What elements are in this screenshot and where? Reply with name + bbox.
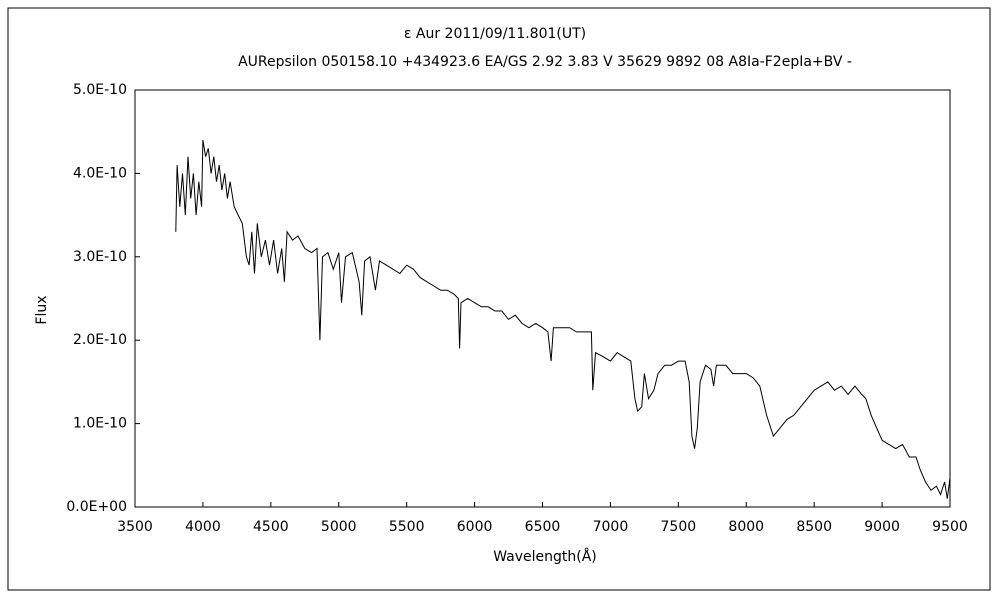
x-tick-label: 9500 <box>932 519 968 535</box>
x-tick-label: 4000 <box>185 519 221 535</box>
x-tick-label: 7500 <box>661 519 697 535</box>
x-tick-label: 8500 <box>796 519 832 535</box>
y-tick-label: 3.0E-10 <box>73 249 127 265</box>
y-tick-label: 5.0E-10 <box>73 82 127 98</box>
x-axis-label: Wavelength(Å) <box>493 548 597 565</box>
y-tick-label: 1.0E-10 <box>73 416 127 432</box>
x-tick-label: 8000 <box>728 519 764 535</box>
x-tick-label: 5500 <box>389 519 425 535</box>
y-tick-label: 0.0E+00 <box>66 499 127 515</box>
y-tick-label: 2.0E-10 <box>73 332 127 348</box>
x-tick-label: 6000 <box>457 519 493 535</box>
spectrum-line <box>175 139 951 499</box>
x-tick-label: 9000 <box>864 519 900 535</box>
x-tick-label: 6500 <box>525 519 561 535</box>
chart-frame <box>7 7 991 591</box>
y-axis-label: Flux <box>34 295 50 324</box>
x-tick-label: 4500 <box>253 519 289 535</box>
y-tick-label: 4.0E-10 <box>73 165 127 181</box>
x-tick-label: 5000 <box>321 519 357 535</box>
plot-area <box>134 89 951 508</box>
chart-subtitle: AURepsilon 050158.10 +434923.6 EA/GS 2.9… <box>238 54 852 70</box>
x-tick-label: 3500 <box>117 519 153 535</box>
x-tick-label: 7000 <box>593 519 629 535</box>
chart-title: ε Aur 2011/09/11.801(UT) <box>404 26 586 42</box>
